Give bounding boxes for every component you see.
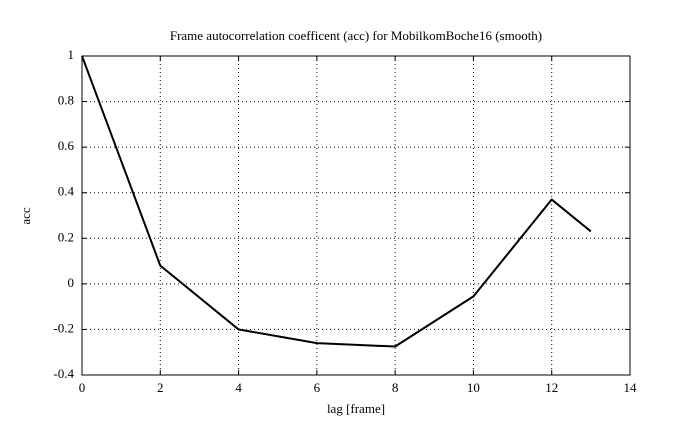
data-line: [81, 55, 592, 348]
x-tick-label: 10: [467, 380, 480, 395]
y-axis-label: acc: [18, 207, 33, 225]
x-tick-label: 4: [235, 380, 242, 395]
x-tick-label: 2: [157, 380, 164, 395]
x-tick-label: 6: [314, 380, 321, 395]
chart-title: Frame autocorrelation coefficent (acc) f…: [170, 28, 542, 43]
y-tick-label: 1: [68, 47, 75, 62]
x-tick-label: 0: [79, 380, 86, 395]
x-tick-label: 8: [392, 380, 399, 395]
y-tick-label: 0.6: [58, 138, 75, 153]
y-tick-label: 0: [68, 275, 75, 290]
y-tick-label: -0.4: [53, 366, 74, 381]
x-tick-label: 12: [545, 380, 558, 395]
y-tick-label: 0.2: [58, 229, 74, 244]
x-tick-label: 14: [624, 380, 638, 395]
y-tick-label: 0.8: [58, 93, 74, 108]
plot-frame: [81, 55, 631, 376]
y-tick-label: -0.2: [53, 320, 74, 335]
x-axis-label: lag [frame]: [327, 401, 385, 416]
y-tick-label: 0.4: [58, 184, 75, 199]
